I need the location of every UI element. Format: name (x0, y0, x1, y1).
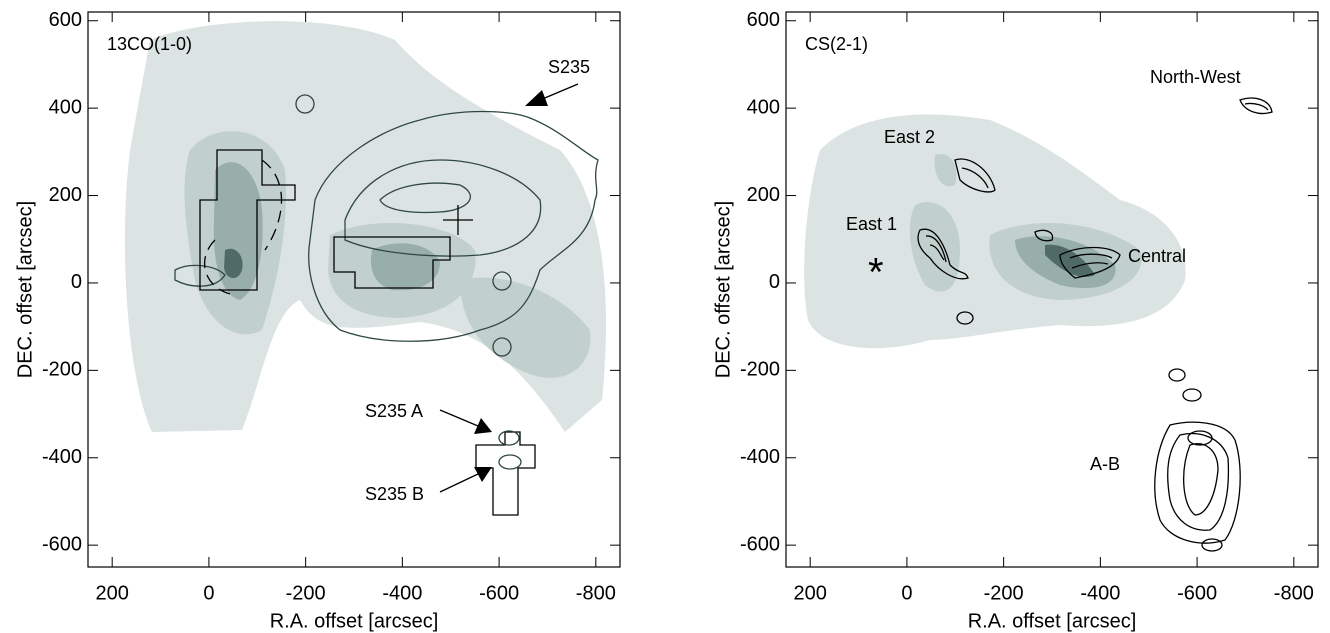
plot-frame (785, 11, 1319, 568)
x-tick-label: -200 (984, 582, 1024, 604)
y-tick-label: 0 (769, 271, 780, 293)
y-tick-label: -400 (42, 446, 82, 468)
x-axis-label: R.A. offset [arcsec] (968, 610, 1137, 632)
y-tick-label: -400 (740, 446, 780, 468)
y-axis-label: DEC. offset [arcsec] (14, 201, 36, 378)
y-axis-label: DEC. offset [arcsec] (712, 201, 734, 378)
annotation: East 1 (846, 214, 897, 234)
x-tick-label: -200 (286, 582, 326, 604)
y-tick-label: 0 (71, 271, 82, 293)
annotation: * (868, 251, 884, 295)
x-tick-label: -600 (1177, 582, 1217, 604)
x-tick-label: 200 (793, 582, 826, 604)
y-tick-label: -600 (740, 533, 780, 555)
y-tick-label: -200 (740, 359, 780, 381)
x-axis-label: R.A. offset [arcsec] (270, 610, 439, 632)
map-left (124, 21, 606, 516)
panel-title: 13CO(1-0) (107, 34, 192, 54)
x-tick-label: -600 (479, 582, 519, 604)
annotation: Central (1128, 246, 1186, 266)
y-tick-label: 400 (747, 96, 780, 118)
y-tick-label: -200 (42, 359, 82, 381)
annotation: North-West (1150, 67, 1241, 87)
y-tick-label: 600 (747, 9, 780, 31)
map-right (804, 97, 1273, 552)
x-tick-label: -400 (382, 582, 422, 604)
panel-title: CS(2-1) (805, 34, 868, 54)
x-tick-label: -800 (576, 582, 616, 604)
annotation: East 2 (884, 127, 935, 147)
annotation: S235 A (365, 401, 423, 421)
plot-frame (87, 11, 621, 568)
y-tick-label: 200 (747, 184, 780, 206)
annotation: S235 B (365, 484, 424, 504)
x-tick-label: 200 (95, 582, 128, 604)
y-tick-label: 600 (49, 9, 82, 31)
x-tick-label: -400 (1080, 582, 1120, 604)
y-tick-label: 200 (49, 184, 82, 206)
annotation: S235 (548, 57, 590, 77)
y-tick-label: -600 (42, 533, 82, 555)
x-tick-label: -800 (1274, 582, 1314, 604)
x-tick-label: 0 (203, 582, 214, 604)
x-tick-label: 0 (901, 582, 912, 604)
y-tick-label: 400 (49, 96, 82, 118)
annotation: A-B (1090, 454, 1120, 474)
